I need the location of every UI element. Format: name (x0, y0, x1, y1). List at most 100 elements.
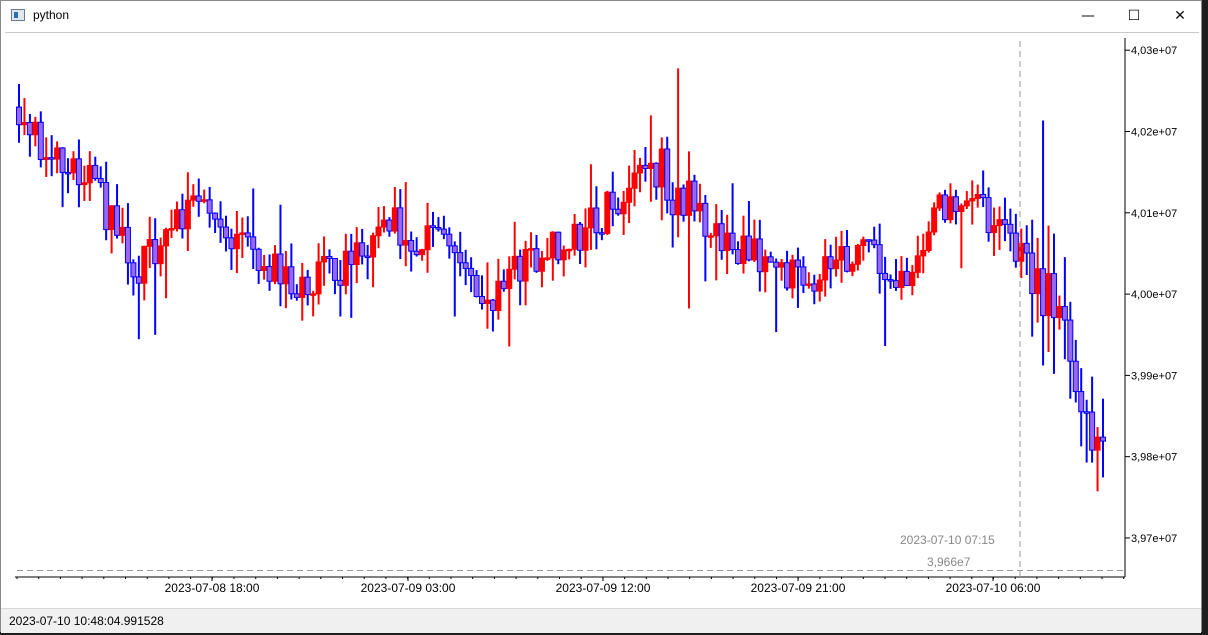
candle-body (827, 256, 834, 270)
candle (282, 251, 289, 309)
candle (255, 247, 262, 284)
candle (424, 202, 431, 273)
candle-body (233, 233, 240, 250)
candle-body (391, 207, 398, 232)
candle (342, 233, 349, 295)
candle-body (331, 257, 338, 281)
candle (920, 233, 927, 274)
candle (228, 228, 235, 270)
candle-body (958, 205, 965, 213)
candle (778, 258, 785, 281)
candle-body (691, 180, 698, 212)
candle-body (675, 187, 682, 216)
candle (582, 208, 589, 268)
candle (544, 238, 551, 261)
candles-layer (16, 68, 1106, 492)
candle-body (173, 209, 180, 230)
candle (762, 249, 769, 293)
candle (1050, 233, 1057, 374)
candle (1023, 225, 1030, 276)
candle-body (419, 249, 426, 256)
candle-body (337, 279, 344, 286)
candle-body (773, 261, 780, 268)
candle-body (898, 270, 905, 288)
candle-body (647, 162, 654, 169)
candle-body (130, 262, 137, 278)
candle (21, 98, 28, 136)
candle-body (669, 199, 676, 216)
candle-body (277, 253, 284, 285)
candle-body (473, 274, 480, 297)
title-bar[interactable]: python — ☐ ✕ (1, 1, 1201, 31)
candle-body (936, 194, 943, 209)
candle-body (724, 232, 731, 252)
candle-body (1034, 268, 1041, 295)
candle-body (255, 248, 262, 271)
candle-body (626, 187, 633, 203)
minimize-button[interactable]: — (1081, 8, 1095, 24)
candle-body (21, 121, 28, 126)
candle-body (784, 262, 791, 289)
candle (293, 284, 300, 301)
candle (288, 243, 295, 300)
candle (893, 259, 900, 291)
candle (947, 183, 954, 224)
candle-body (538, 257, 545, 272)
candle (1067, 301, 1074, 399)
close-button[interactable]: ✕ (1174, 8, 1186, 24)
candle-body (1023, 242, 1030, 254)
x-tick-label: 2023-07-08 18:00 (165, 581, 260, 595)
python-app-icon (11, 9, 25, 21)
candle (767, 251, 774, 263)
candle (331, 257, 338, 295)
candle-body (756, 238, 763, 273)
candle (528, 232, 535, 268)
candle (1001, 197, 1008, 242)
candle (740, 215, 747, 274)
candle-body (555, 231, 562, 261)
candle-body (931, 207, 938, 233)
chart-area[interactable]: 2023-07-08 18:00 2023-07-09 03:00 2023-07-… (5, 32, 1199, 609)
candle (479, 275, 486, 310)
candle-body (261, 266, 268, 271)
candle-body (310, 293, 317, 296)
candle-body (402, 240, 409, 246)
candle-body (282, 266, 289, 285)
candle (54, 141, 61, 174)
candle (184, 172, 191, 252)
candle-body (462, 262, 469, 269)
candle (86, 151, 93, 201)
candle-body (942, 194, 949, 221)
candle-body (457, 252, 464, 264)
candle-body (206, 199, 213, 214)
candle-body (996, 219, 1003, 227)
candle-body (833, 259, 840, 270)
candle (348, 233, 355, 318)
candle (936, 192, 943, 211)
candle-body (1056, 306, 1063, 319)
y-tick-label: 3,99e+07 (1131, 370, 1177, 382)
candle-body (440, 228, 447, 235)
maximize-button[interactable]: ☐ (1127, 8, 1141, 24)
candle-body (81, 182, 88, 186)
candle-body (696, 202, 703, 212)
candle (195, 178, 202, 217)
candlestick-chart[interactable]: 2023-07-08 18:00 2023-07-09 03:00 2023-07-… (5, 33, 1199, 609)
candle-body (560, 249, 567, 261)
candle (680, 184, 687, 222)
candle-body (489, 299, 496, 312)
candle-body (544, 257, 551, 260)
candle-body (54, 147, 61, 160)
candle (980, 170, 987, 208)
candle (222, 215, 229, 252)
candle (800, 256, 807, 294)
candle-body (1029, 252, 1036, 295)
candle (261, 254, 268, 280)
candle-body (1045, 273, 1052, 317)
candle-body (43, 157, 50, 161)
candle-body (86, 164, 93, 184)
status-bar: 2023-07-10 10:48:04.991528 (1, 608, 1201, 633)
candle-body (97, 178, 104, 184)
candle-body (157, 245, 164, 265)
candle-body (293, 293, 300, 298)
